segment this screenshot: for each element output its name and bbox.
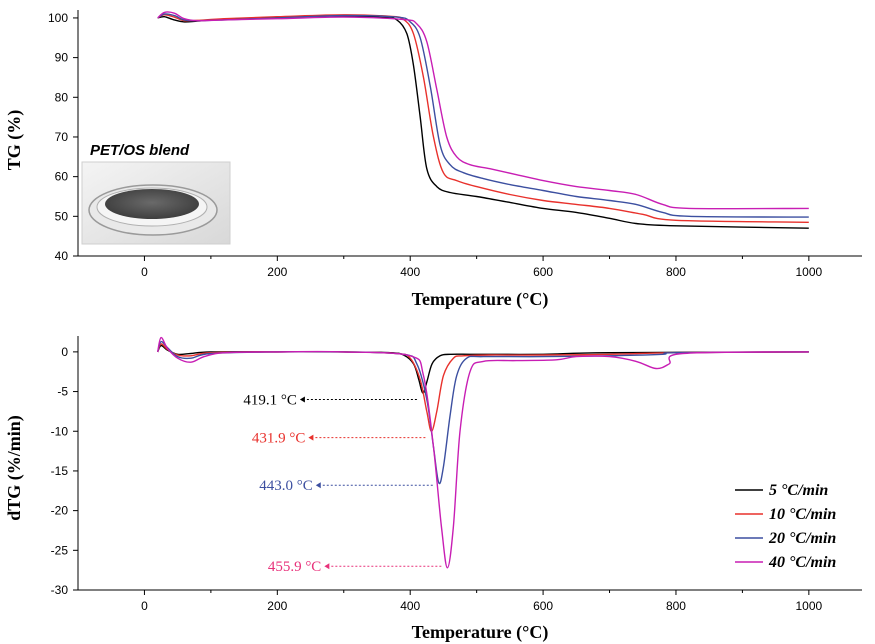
peak-arrow-head-3	[315, 482, 321, 489]
dtg-y-tick-label: -5	[57, 385, 68, 399]
dtg-y-tick-label: -25	[51, 543, 69, 557]
legend-label-2: 10 °C/min	[769, 506, 836, 523]
legend-label-4: 40 °C/min	[768, 554, 836, 571]
peak-label-2: 431.9 °C	[252, 431, 306, 447]
dtg-x-tick-label: 0	[141, 599, 148, 613]
dtg-y-tick-label: -15	[51, 464, 69, 478]
dtg-x-tick-label: 200	[267, 599, 287, 613]
tg-y-tick-label: 40	[55, 249, 69, 263]
dtg-x-axis-title: Temperature (°C)	[412, 622, 549, 643]
tg-x-axis-title: Temperature (°C)	[412, 289, 549, 310]
tg-series-line-2	[157, 14, 809, 223]
dtg-series-line-4	[157, 336, 809, 569]
tg-grid-ticks: 0 200 400 600 800 1000 40 50 60 70 80 90 100	[48, 10, 862, 279]
dtg-x-tick-label: 400	[400, 599, 420, 613]
tg-chart: 0 200 400 600 800 1000 40 50 60 70 80 90 100 Tempera…	[4, 10, 862, 310]
dtg-y-tick-label: -20	[51, 504, 69, 518]
inset-title: PET/OS blend	[90, 142, 190, 159]
peak-label-4: 455.9 °C	[268, 559, 322, 575]
dtg-annotations: 419.1 °C 431.9 °C 443.0 °C 455.9 °C	[243, 393, 442, 575]
peak-label-3: 443.0 °C	[259, 478, 313, 494]
dtg-series-line-2	[157, 343, 809, 433]
tg-x-tick-label: 200	[267, 265, 287, 279]
tg-y-axis-title: TG (%)	[4, 110, 25, 171]
tg-x-tick-label: 400	[400, 265, 420, 279]
tg-series-line-1	[157, 15, 809, 229]
legend-label-3: 20 °C/min	[768, 530, 836, 547]
tg-x-tick-label: 1000	[795, 265, 822, 279]
inset-photo	[81, 161, 231, 245]
inset-powder	[105, 189, 199, 219]
peak-arrow-head-1	[299, 396, 305, 403]
dtg-x-tick-label: 800	[666, 599, 686, 613]
dtg-y-axis-title: dTG (%/min)	[4, 415, 25, 521]
dtg-grid-ticks: 0 200 400 600 800 1000 -30 -25 -20 -15 -10 -5 0	[51, 336, 862, 613]
tg-y-tick-label: 50	[55, 209, 69, 223]
dtg-x-tick-label: 1000	[795, 599, 822, 613]
tg-y-tick-label: 70	[55, 130, 69, 144]
dtg-plot-area	[157, 336, 809, 569]
legend-label-1: 5 °C/min	[769, 482, 828, 499]
tg-x-tick-label: 0	[141, 265, 148, 279]
peak-arrow-head-4	[324, 563, 330, 570]
dtg-chart: 0 200 400 600 800 1000 -30 -25 -20 -15 -10 -5 0 419.…	[4, 336, 862, 643]
tg-y-tick-label: 80	[55, 90, 69, 104]
dtg-y-tick-label: -10	[51, 424, 69, 438]
tg-series-line-4	[157, 11, 809, 210]
dtg-y-tick-label: 0	[61, 345, 68, 359]
tg-y-tick-label: 90	[55, 51, 69, 65]
tg-y-tick-label: 60	[55, 170, 69, 184]
tg-series-line-3	[157, 13, 809, 218]
tg-x-tick-label: 800	[666, 265, 686, 279]
peak-arrow-head-2	[308, 434, 314, 441]
dtg-legend: 5 °C/min 10 °C/min 20 °C/min 40 °C/min	[735, 482, 836, 571]
dtg-y-tick-label: -30	[51, 583, 69, 597]
tg-y-tick-label: 100	[48, 11, 68, 25]
dtg-series-line-3	[157, 340, 809, 485]
dtg-x-tick-label: 600	[533, 599, 553, 613]
peak-label-1: 419.1 °C	[243, 393, 297, 409]
tg-x-tick-label: 600	[533, 265, 553, 279]
tg-plot-area	[157, 11, 809, 229]
